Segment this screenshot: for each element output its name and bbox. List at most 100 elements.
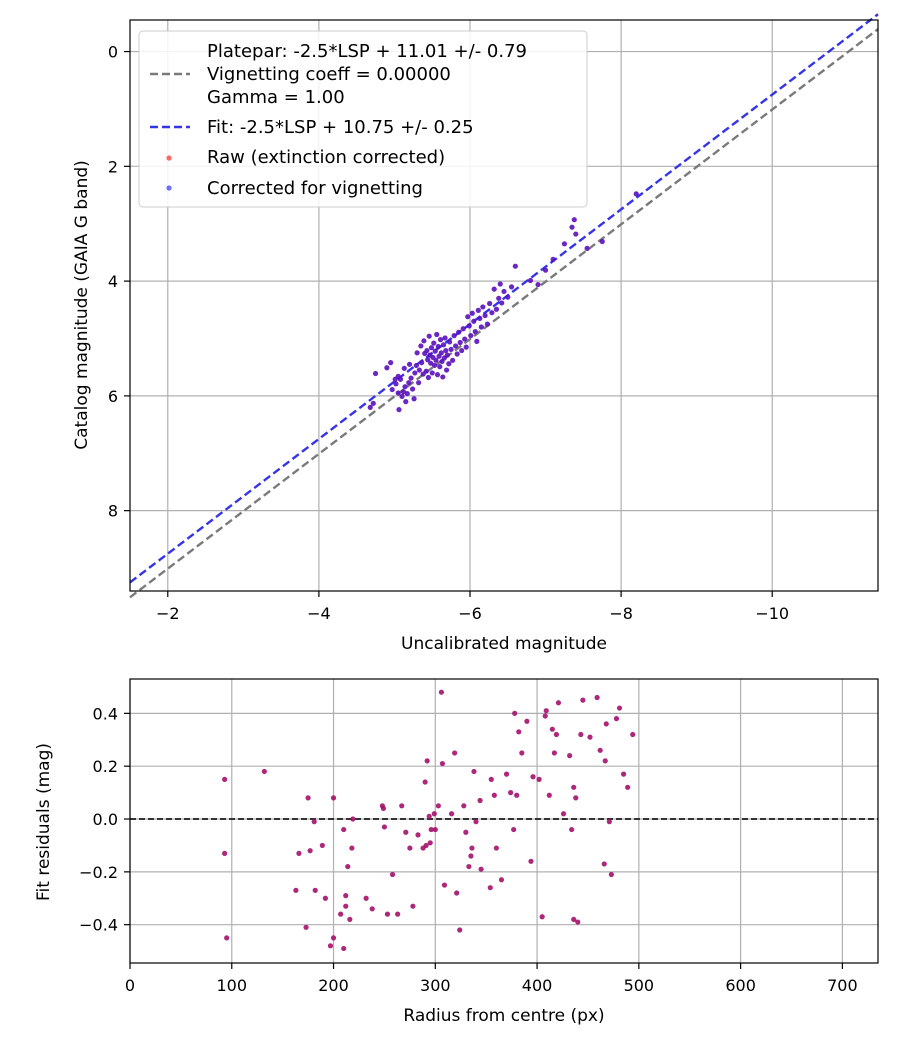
data-point (602, 758, 608, 764)
data-point (478, 324, 484, 330)
x-tick-label: 700 (827, 976, 858, 995)
data-point (452, 750, 458, 756)
data-point (571, 784, 577, 790)
data-point (613, 716, 620, 722)
legend-red-dot-marker (166, 155, 172, 161)
data-point (530, 774, 536, 780)
data-point (438, 350, 444, 356)
data-point (519, 750, 525, 756)
data-point (406, 380, 412, 386)
data-point (542, 713, 548, 719)
data-point (542, 267, 549, 273)
data-point (319, 842, 325, 849)
data-point (408, 375, 414, 381)
data-point (584, 245, 590, 251)
bottom-scatter-points (222, 689, 636, 952)
data-point (426, 333, 432, 339)
data-point (630, 731, 636, 738)
data-point (625, 784, 631, 790)
data-point (454, 351, 460, 357)
data-point (447, 339, 453, 345)
x-tick-label: 600 (725, 976, 756, 995)
data-point (393, 381, 399, 387)
x-tick-label: 500 (624, 976, 655, 995)
fit-line (129, 13, 879, 584)
data-point (440, 374, 446, 380)
data-point (395, 390, 401, 396)
data-point (457, 339, 463, 346)
data-point (466, 863, 472, 870)
data-point (437, 364, 443, 370)
legend-vignetting-text: Vignetting coeff = 0.00000 (207, 64, 451, 85)
data-point (553, 731, 560, 738)
data-point (454, 890, 460, 896)
data-point (431, 811, 437, 817)
data-point (423, 368, 429, 374)
data-point (616, 705, 623, 711)
x-tick-label: 300 (420, 976, 451, 995)
data-point (561, 241, 568, 247)
legend-gamma-text: Gamma = 1.00 (207, 87, 345, 108)
data-point (457, 927, 463, 933)
bottom-grid (129, 679, 878, 963)
data-point (431, 340, 437, 346)
data-point (567, 753, 573, 759)
data-point (514, 792, 520, 798)
data-point (448, 811, 455, 817)
data-point (503, 771, 510, 777)
data-point (397, 376, 404, 382)
data-point (550, 256, 556, 262)
legend-blue-dot-marker (166, 185, 172, 191)
data-point (407, 845, 413, 851)
data-point (471, 318, 477, 324)
data-point (620, 771, 627, 777)
data-point (423, 842, 429, 849)
data-point (480, 304, 486, 310)
data-point (488, 776, 494, 782)
y-tick-label: 4 (108, 272, 118, 291)
data-point (468, 853, 474, 859)
data-point (633, 191, 639, 197)
data-point (372, 370, 379, 377)
data-point (527, 277, 534, 284)
data-point (224, 935, 230, 941)
data-point (536, 776, 542, 782)
data-point (477, 315, 483, 322)
data-point (347, 916, 353, 923)
data-point (389, 871, 396, 878)
data-point (380, 805, 387, 812)
data-point (484, 321, 490, 327)
data-point (432, 348, 438, 354)
data-point (435, 803, 441, 809)
y-tick-label: 2 (108, 157, 118, 176)
data-point (571, 217, 577, 223)
data-point (580, 697, 586, 703)
data-point (424, 758, 430, 764)
data-point (222, 776, 228, 782)
data-point (350, 816, 356, 822)
data-point (444, 352, 450, 358)
data-point (429, 370, 435, 376)
data-point (425, 374, 432, 381)
residuals-panel: 0 100 200 300 400 500 600 700 0.4 0.2 0.0 −0.2 −0.4… (34, 678, 879, 1026)
data-point (434, 331, 440, 338)
top-reference-lines (129, 13, 879, 599)
data-point (416, 380, 422, 386)
data-point (594, 694, 600, 701)
data-point (222, 850, 228, 856)
legend-raw-text: Raw (extinction corrected) (207, 147, 445, 168)
data-point (303, 924, 309, 930)
data-point (459, 347, 465, 354)
data-point (472, 329, 478, 335)
data-point (425, 357, 431, 363)
data-point (311, 819, 317, 825)
data-point (549, 726, 555, 732)
y-tick-label: 0.4 (93, 704, 118, 723)
data-point (409, 386, 416, 392)
data-point (491, 286, 497, 292)
data-point (421, 338, 427, 344)
data-point (345, 863, 351, 870)
data-point (341, 945, 347, 952)
data-point (450, 357, 456, 363)
